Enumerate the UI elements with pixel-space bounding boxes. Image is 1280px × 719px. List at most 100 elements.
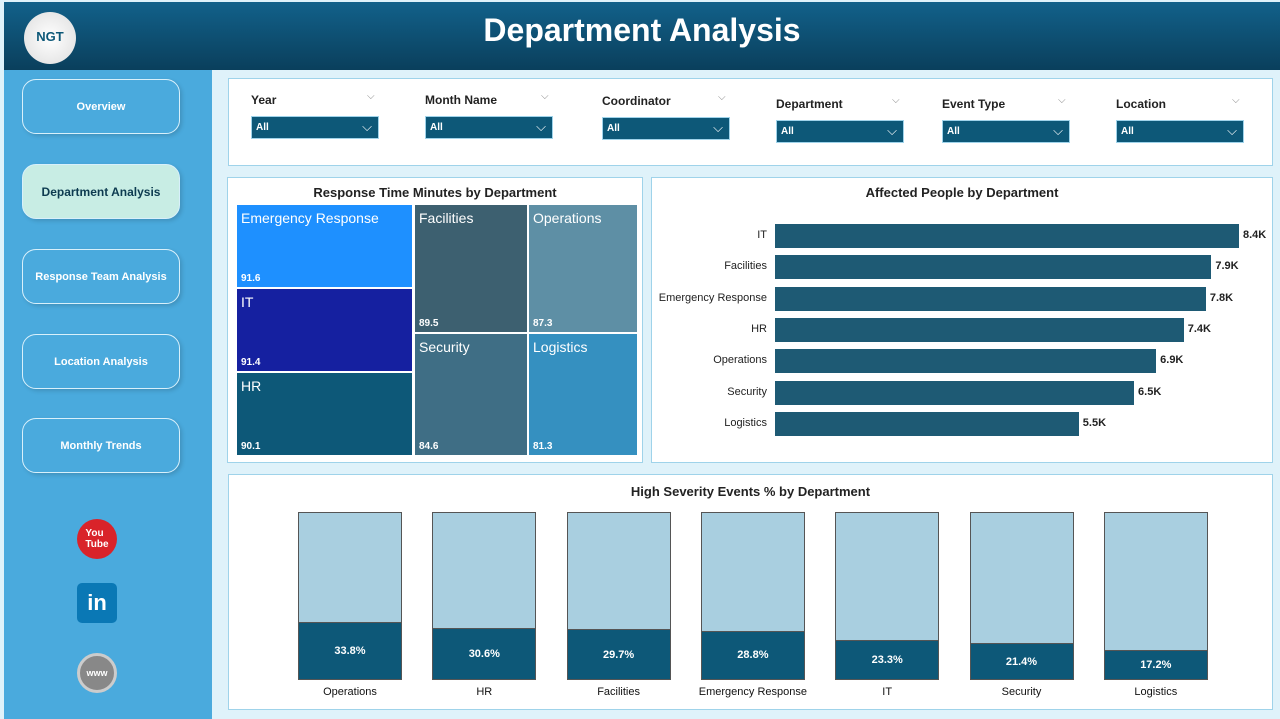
treemap-cell-label: Facilities: [419, 210, 474, 226]
treemap-cell-value: 91.6: [241, 273, 261, 284]
treemap-cell-value: 91.4: [241, 357, 261, 368]
filter-panel: Year ⌵ All ⌵ Month Name ⌵ All ⌵ Coordinator ⌵ All ⌵…: [228, 78, 1273, 166]
filter-value: All: [607, 123, 620, 134]
treemap-cell[interactable]: HR 90.1: [236, 372, 413, 456]
treemap-cell-value: 81.3: [533, 441, 553, 452]
column-category-label: HR: [476, 686, 493, 698]
bar[interactable]: [775, 286, 1206, 311]
bar-category-label: Operations: [713, 354, 767, 367]
column-value-label: 17.2%: [1140, 659, 1172, 672]
treemap-cell[interactable]: Operations 87.3: [528, 204, 638, 333]
filter-dropdown-coordinator[interactable]: All ⌵: [602, 117, 730, 140]
column-bar[interactable]: 30.6%: [433, 627, 536, 679]
chevron-down-icon[interactable]: ⌵: [1058, 95, 1066, 106]
chevron-down-icon[interactable]: ⌵: [718, 92, 726, 103]
chevron-down-icon: ⌵: [713, 120, 723, 135]
chevron-down-icon[interactable]: ⌵: [541, 91, 549, 102]
treemap-cell-label: Security: [419, 339, 470, 355]
filter-value: All: [256, 122, 269, 133]
column-track: 30.6%: [432, 512, 537, 680]
bar[interactable]: [775, 317, 1184, 342]
nav-button-response-team-analysis[interactable]: Response Team Analysis: [22, 249, 180, 304]
filter-value: All: [1121, 126, 1134, 137]
treemap-cell[interactable]: Security 84.6: [414, 333, 528, 456]
filter-dropdown-department[interactable]: All ⌵: [776, 120, 904, 143]
treemap-cell-value: 89.5: [419, 318, 439, 329]
treemap-cell-value: 87.3: [533, 318, 553, 329]
bar-category-label: Emergency Response: [658, 291, 767, 304]
linkedin-icon[interactable]: in: [77, 583, 117, 623]
column-bar[interactable]: 28.8%: [701, 630, 804, 679]
filter-label-1: Month Name: [425, 93, 497, 107]
column-bar[interactable]: 33.8%: [299, 622, 401, 679]
bar[interactable]: [775, 349, 1157, 374]
column-bar[interactable]: 21.4%: [970, 643, 1073, 679]
nav-button-department-analysis[interactable]: Department Analysis: [22, 164, 180, 219]
treemap-cell-label: Logistics: [533, 339, 588, 355]
filter-dropdown-location[interactable]: All ⌵: [1116, 120, 1244, 143]
treemap-cell-label: IT: [241, 294, 254, 310]
treemap-cell[interactable]: IT 91.4: [236, 288, 413, 372]
treemap-cell[interactable]: Logistics 81.3: [528, 333, 638, 456]
treemap-cell[interactable]: Facilities 89.5: [414, 204, 528, 333]
filter-label-5: Location: [1116, 97, 1166, 111]
nav-button-location-analysis[interactable]: Location Analysis: [22, 334, 180, 389]
column-category-label: IT: [882, 686, 893, 698]
column-category-label: Facilities: [597, 686, 640, 698]
column-bar[interactable]: 17.2%: [1104, 650, 1207, 679]
bar-value-label: 8.4K: [1243, 229, 1267, 241]
bar-value-label: 7.4K: [1187, 322, 1211, 335]
column-bar[interactable]: 29.7%: [567, 629, 670, 679]
bar-value-label: 5.5K: [1082, 416, 1107, 429]
bar[interactable]: [775, 255, 1212, 280]
web-icon[interactable]: www: [77, 653, 117, 693]
chevron-down-icon: ⌵: [887, 123, 897, 138]
filter-value: All: [947, 126, 960, 137]
filter-label-4: Event Type: [942, 97, 1006, 111]
chevron-down-icon[interactable]: ⌵: [892, 95, 900, 106]
column-track: 29.7%: [566, 512, 671, 680]
bar[interactable]: [775, 411, 1079, 436]
chevron-down-icon[interactable]: ⌵: [367, 91, 375, 102]
bar-value-label: 6.9K: [1160, 354, 1184, 367]
chevron-down-icon: ⌵: [1053, 123, 1063, 138]
treemap-cell-value: 84.6: [419, 441, 439, 452]
severity-title: High Severity Events % by Department: [630, 484, 871, 499]
chevron-down-icon[interactable]: ⌵: [1232, 95, 1240, 106]
chevron-down-icon: ⌵: [1227, 123, 1237, 138]
treemap-cell-label: HR: [241, 378, 262, 394]
nav-button-monthly-trends[interactable]: Monthly Trends: [22, 418, 180, 473]
column-category-label: Logistics: [1134, 686, 1178, 698]
column-value-label: 33.8%: [334, 645, 366, 658]
column-value-label: 21.4%: [1005, 655, 1038, 668]
filter-dropdown-month-name[interactable]: All ⌵: [425, 116, 553, 139]
affected-people-title: Affected People by Department: [865, 185, 1059, 200]
filter-value: All: [781, 126, 794, 137]
header: NGT Department Analysis: [4, 2, 1280, 70]
column-bar[interactable]: 23.3%: [836, 639, 939, 679]
filter-value: All: [430, 122, 443, 133]
bar[interactable]: [775, 224, 1239, 248]
column-value-label: 30.6%: [468, 647, 500, 660]
bar[interactable]: [775, 380, 1135, 405]
column-category-label: Security: [1001, 686, 1042, 698]
bar-value-label: 7.9K: [1215, 260, 1239, 273]
chevron-down-icon: ⌵: [362, 119, 372, 134]
column-track: 33.8%: [298, 512, 402, 680]
treemap-cell[interactable]: Emergency Response 91.6: [236, 204, 413, 288]
filter-dropdown-event-type[interactable]: All ⌵: [942, 120, 1070, 143]
bar-value-label: 7.8K: [1209, 291, 1234, 304]
column-category-label: Emergency Response: [698, 686, 807, 698]
bar-category-label: IT: [757, 229, 767, 241]
filter-dropdown-year[interactable]: All ⌵: [251, 116, 379, 139]
chevron-down-icon: ⌵: [536, 119, 546, 134]
bar-category-label: Facilities: [724, 260, 767, 273]
column-value-label: 29.7%: [602, 648, 635, 661]
youtube-icon[interactable]: You Tube: [77, 519, 117, 559]
bar-value-label: 6.5K: [1138, 385, 1162, 398]
filter-label-2: Coordinator: [602, 94, 671, 108]
column-value-label: 28.8%: [737, 649, 769, 662]
nav-button-overview[interactable]: Overview: [22, 79, 180, 134]
column-track: 17.2%: [1103, 512, 1208, 680]
filter-label-3: Department: [776, 97, 843, 111]
